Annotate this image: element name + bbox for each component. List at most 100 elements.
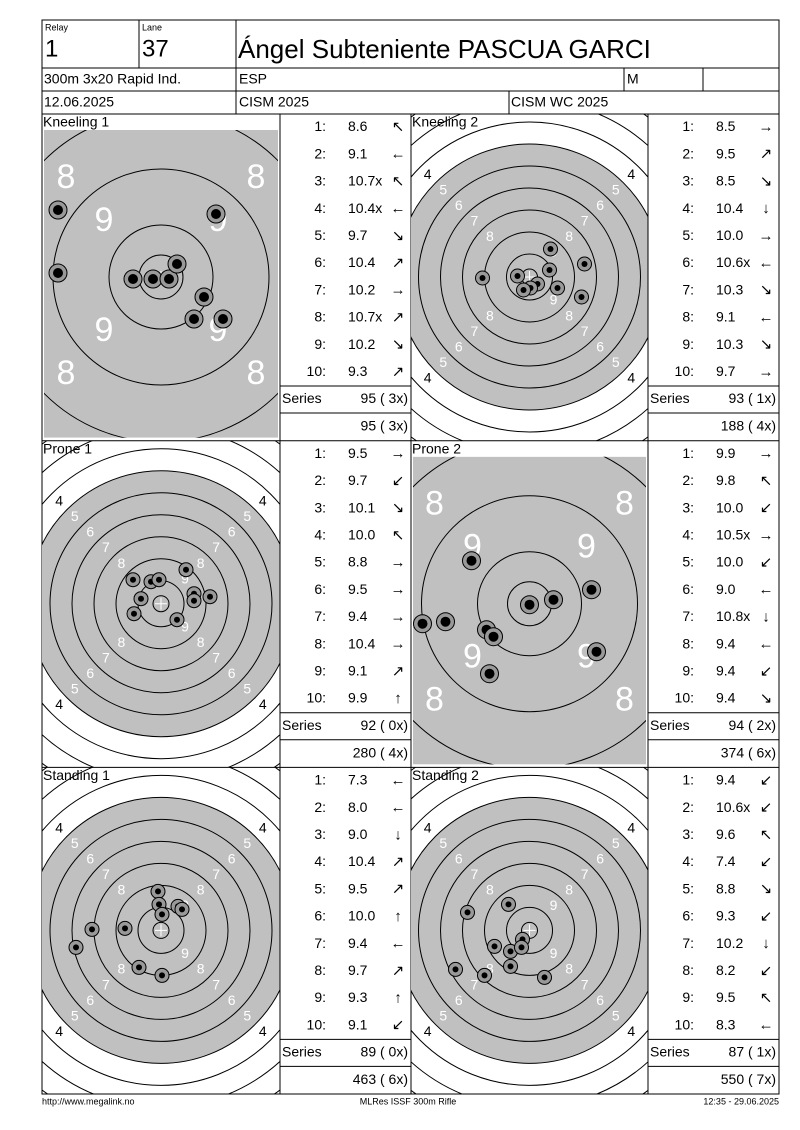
shot-score: 9.1 <box>348 1016 368 1032</box>
shot-direction: → <box>391 581 406 598</box>
ring-label: 5 <box>439 835 447 851</box>
shot-direction: ↗ <box>392 309 405 326</box>
shot-score: 8.0 <box>348 799 368 815</box>
shot-score: 10.2 <box>716 935 743 951</box>
ring-label: 4 <box>55 493 63 509</box>
ring-label: 6 <box>86 524 94 540</box>
shot-direction: ← <box>391 146 406 163</box>
shot-direction: ↙ <box>760 853 773 870</box>
shot-number: 10: <box>675 363 694 379</box>
ring-label: 8 <box>197 555 205 571</box>
ring-label: 9 <box>577 528 596 566</box>
shot-direction: ↘ <box>392 227 405 244</box>
ring-label: 4 <box>259 696 267 712</box>
ring-label: 8 <box>565 961 573 977</box>
ring <box>115 558 207 650</box>
shot-score: 8.2 <box>716 962 736 978</box>
shot <box>518 944 525 951</box>
shot-number: 9: <box>682 336 694 352</box>
series-label: Series <box>650 390 690 406</box>
shot-score: 8.5 <box>716 173 736 189</box>
shot <box>491 943 498 950</box>
shot-direction: ↙ <box>760 799 773 816</box>
shot-direction: ↗ <box>760 146 773 163</box>
shot <box>128 274 138 284</box>
shot-score: 10.3 <box>716 336 743 352</box>
shot-direction: ↖ <box>392 118 405 135</box>
ring-label: 6 <box>86 665 94 681</box>
ring-label: 8 <box>118 882 126 898</box>
ring-label: 9 <box>550 292 558 308</box>
ring-label: 6 <box>228 992 236 1008</box>
shot-score: 9.1 <box>716 309 736 325</box>
ring-label: 7 <box>102 976 110 992</box>
shot-direction: ↘ <box>760 282 773 299</box>
ring-label: 8 <box>197 882 205 898</box>
ring-label: 5 <box>243 681 251 697</box>
shot-score: 10.4 <box>348 853 375 869</box>
shot-score: 8.8 <box>716 880 736 896</box>
shot <box>189 314 199 324</box>
ring-label: 6 <box>596 850 604 866</box>
series-label: Series <box>650 717 690 733</box>
shot-number: 5: <box>314 880 326 896</box>
ring <box>421 495 638 713</box>
shot <box>211 209 221 219</box>
shot-score: 10.6x <box>716 799 750 815</box>
shot <box>520 287 527 293</box>
shot-number: 8: <box>314 635 326 651</box>
shot <box>591 646 602 657</box>
ring <box>411 774 648 1086</box>
shot <box>466 555 477 566</box>
series-score: 87 ( 1x) <box>729 1044 776 1060</box>
shot <box>524 599 535 610</box>
shot-number: 4: <box>314 200 326 216</box>
ring-label: 5 <box>612 181 620 197</box>
shot-number: 1: <box>314 445 326 461</box>
ring-label: 6 <box>596 338 604 354</box>
shot-direction: ← <box>759 1017 774 1034</box>
ring-label: 9 <box>95 311 114 349</box>
shot-number: 3: <box>682 826 694 842</box>
shot-score: 9.5 <box>348 581 368 597</box>
shot-direction: ↖ <box>392 527 405 544</box>
shot-direction: ↙ <box>760 962 773 979</box>
ring-label: 7 <box>581 213 589 229</box>
ring-label: 4 <box>55 696 63 712</box>
shot-number: 8: <box>682 635 694 651</box>
series-score: 93 ( 1x) <box>729 390 776 406</box>
shot <box>440 616 451 627</box>
ring-label: 7 <box>212 539 220 555</box>
shot-direction: ← <box>391 200 406 217</box>
shot-score: 9.5 <box>348 880 368 896</box>
series-score: 89 ( 0x) <box>361 1044 408 1060</box>
shot-score: 10.2 <box>348 281 375 297</box>
ring-label: 6 <box>596 992 604 1008</box>
event: 300m 3x20 Rapid Ind. <box>44 71 181 87</box>
shot-score: 10.4 <box>348 254 375 270</box>
shot-score: 9.5 <box>348 445 368 461</box>
shot-number: 3: <box>682 173 694 189</box>
shot-direction: → <box>391 554 406 571</box>
shot-direction: ↙ <box>760 663 773 680</box>
shot-score: 9.3 <box>348 989 368 1005</box>
lane-label: Lane <box>142 22 162 32</box>
ring <box>93 536 229 672</box>
shot <box>541 974 548 981</box>
ring-label: 4 <box>259 1023 267 1039</box>
shot-direction: ↙ <box>392 1017 405 1034</box>
shot-score: 10.5x <box>716 527 750 543</box>
shot <box>89 926 95 933</box>
relay-label: Relay <box>45 22 69 32</box>
shot <box>136 964 142 971</box>
shot <box>53 205 63 215</box>
shot-direction: ↓ <box>394 826 402 843</box>
ring-label: 8 <box>118 961 126 977</box>
ring-label: 9 <box>181 618 189 634</box>
shot <box>507 963 514 970</box>
relay: 1 <box>45 35 58 62</box>
ring-label: 5 <box>243 1007 251 1023</box>
shot <box>191 597 197 604</box>
